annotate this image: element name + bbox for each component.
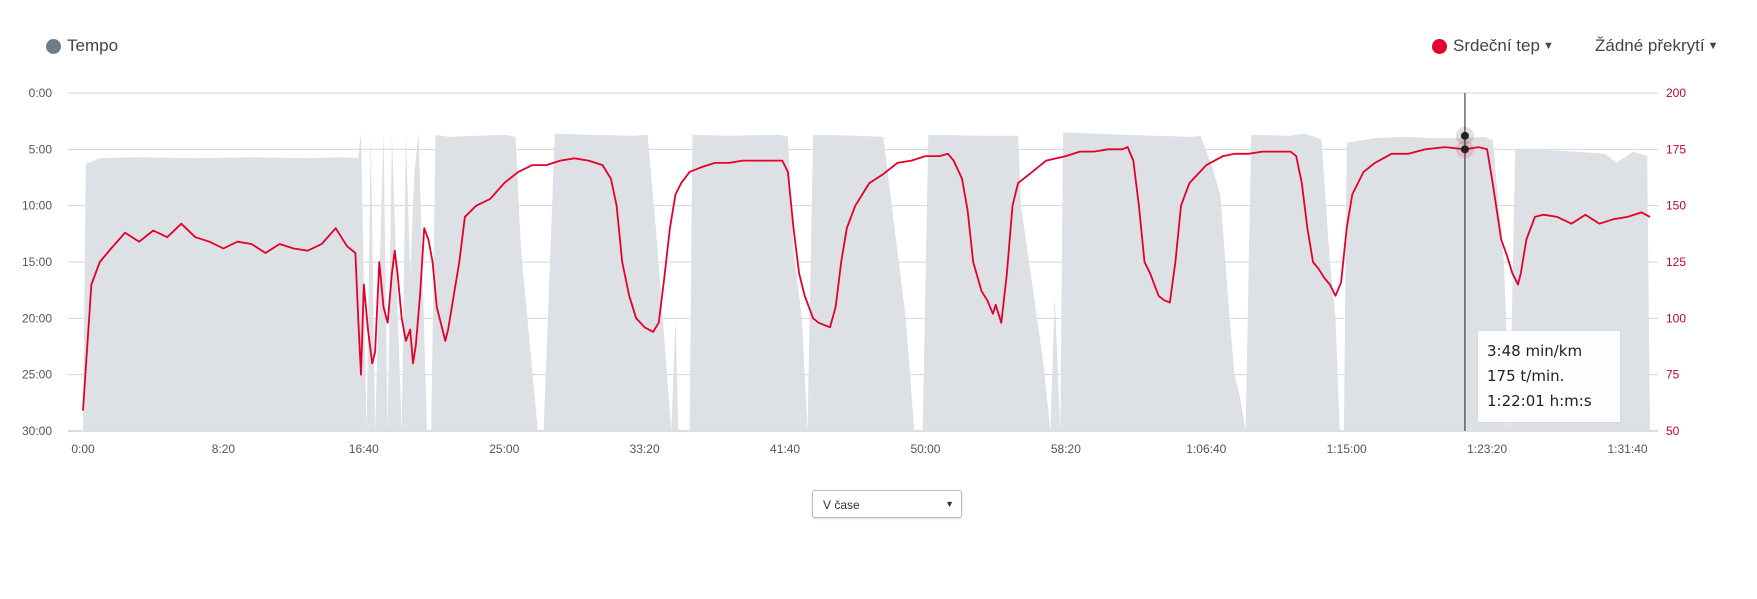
pace-area-series xyxy=(83,132,1650,431)
view-mode-value: V čase xyxy=(823,498,860,512)
crosshair-markers xyxy=(1455,126,1474,159)
y-left-tick-label: 30:00 xyxy=(22,424,52,438)
y-right-tick-label: 125 xyxy=(1666,255,1686,269)
y-left-tick-label: 10:00 xyxy=(22,199,52,213)
legend-tempo[interactable]: Tempo xyxy=(46,36,118,56)
y-left-tick-label: 20:00 xyxy=(22,311,52,325)
y-right-tick-label: 100 xyxy=(1666,311,1686,325)
y-right-tick-label: 200 xyxy=(1666,86,1686,100)
x-tick-label: 50:00 xyxy=(910,442,940,456)
tempo-color-dot xyxy=(46,38,61,54)
hr-marker xyxy=(1460,145,1469,154)
legend-heart-rate-label: Srdeční tep xyxy=(1453,36,1540,55)
y-axis-left-labels: 0:00 5:00 10:00 15:00 20:00 25:00 30:00 xyxy=(22,86,52,438)
x-tick-label: 1:23:20 xyxy=(1467,442,1507,456)
x-tick-label: 25:00 xyxy=(489,442,519,456)
chevron-down-icon: ▼ xyxy=(1707,40,1719,52)
y-left-tick-label: 0:00 xyxy=(29,86,53,100)
overlay-dropdown[interactable]: Žádné překrytí ▼ xyxy=(1595,36,1719,56)
x-tick-label: 33:20 xyxy=(630,442,660,456)
y-right-tick-label: 175 xyxy=(1666,142,1686,156)
y-left-tick-label: 15:00 xyxy=(22,255,52,269)
pace-marker xyxy=(1460,131,1469,140)
pace-heart-rate-chart[interactable]: 0:00 5:00 10:00 15:00 20:00 25:00 30:00 200 175… xyxy=(0,0,1757,470)
x-tick-label: 16:40 xyxy=(349,442,379,456)
y-right-tick-label: 150 xyxy=(1666,199,1686,213)
tooltip-heart-rate: 175 t/min. xyxy=(1487,367,1565,385)
y-left-tick-label: 25:00 xyxy=(22,368,52,382)
y-left-tick-label: 5:00 xyxy=(29,142,53,156)
heart-rate-line-series xyxy=(82,146,1651,411)
heart-rate-color-dot xyxy=(1432,38,1447,54)
tooltip-time: 1:22:01 h:m:s xyxy=(1487,392,1592,410)
hover-tooltip: 3:48 min/km 175 t/min. 1:22:01 h:m:s xyxy=(1478,331,1620,422)
x-tick-label: 58:20 xyxy=(1051,442,1081,456)
overlay-label: Žádné překrytí xyxy=(1595,36,1705,55)
x-tick-label: 8:20 xyxy=(212,442,236,456)
y-right-tick-label: 50 xyxy=(1666,424,1680,438)
y-right-tick-label: 75 xyxy=(1666,368,1680,382)
legend-tempo-label: Tempo xyxy=(67,36,119,55)
x-tick-label: 1:31:40 xyxy=(1608,442,1648,456)
x-tick-label: 0:00 xyxy=(71,442,95,456)
x-tick-label: 1:06:40 xyxy=(1186,442,1226,456)
legend-heart-rate-dropdown[interactable]: Srdeční tep ▼ xyxy=(1432,36,1554,56)
x-tick-label: 1:15:00 xyxy=(1327,442,1367,456)
x-axis-labels: 0:00 8:20 16:40 25:00 33:20 41:40 50:00 58:20 1:… xyxy=(71,442,1648,456)
tooltip-pace: 3:48 min/km xyxy=(1487,342,1583,360)
x-tick-label: 41:40 xyxy=(770,442,800,456)
y-axis-right-labels: 200 175 150 125 100 75 50 xyxy=(1666,86,1686,438)
view-mode-select[interactable]: V čase ▼ xyxy=(812,490,962,518)
chevron-down-icon: ▼ xyxy=(1542,40,1554,52)
chevron-down-icon: ▼ xyxy=(945,499,954,509)
